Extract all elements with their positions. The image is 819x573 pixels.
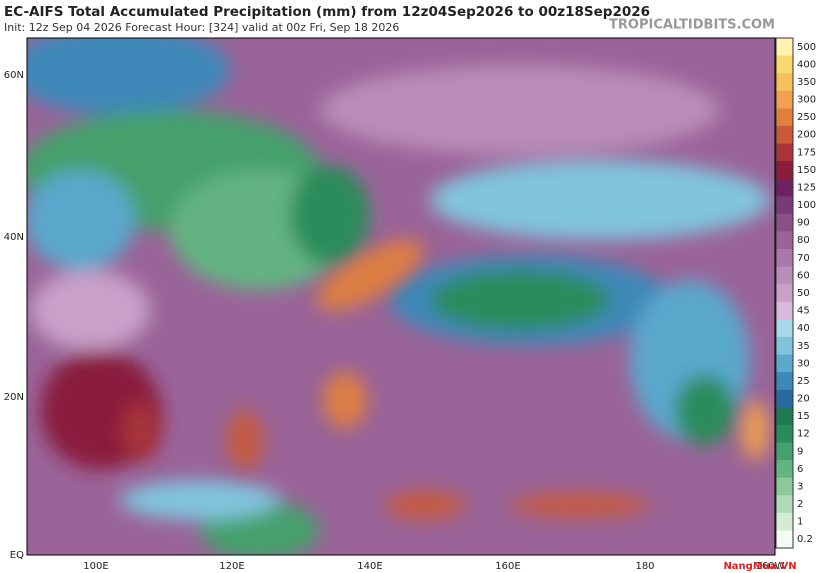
legend-label: 45 [797, 306, 810, 317]
legend-swatch [776, 442, 793, 461]
legend-swatch [776, 460, 793, 479]
legend-label: 60 [797, 270, 810, 281]
legend-swatch [776, 161, 793, 180]
legend-label: 2 [797, 499, 803, 510]
legend-swatch [776, 284, 793, 303]
legend-swatch [776, 372, 793, 391]
legend-label: 150 [797, 165, 816, 176]
legend-label: 350 [797, 77, 816, 88]
precip-field [27, 38, 775, 555]
lon-label: 120E [219, 561, 244, 572]
legend-swatch [776, 495, 793, 514]
lon-label: 160E [495, 561, 520, 572]
legend-label: 175 [797, 147, 816, 158]
lon-label: 180 [635, 561, 654, 572]
legend-swatch [776, 407, 793, 426]
legend-label: 25 [797, 376, 810, 387]
legend-swatch [776, 38, 793, 57]
legend-swatch [776, 249, 793, 268]
lon-label: 160W [756, 561, 785, 572]
legend-label: 30 [797, 358, 810, 369]
legend-swatch [776, 424, 793, 443]
legend-swatch [776, 108, 793, 127]
lat-label: EQ [10, 550, 24, 561]
lat-label: 40N [4, 232, 24, 243]
legend-label: 80 [797, 235, 810, 246]
legend-label: 3 [797, 481, 803, 492]
legend-label: 100 [797, 200, 816, 211]
subtitle: Init: 12z Sep 04 2026 Forecast Hour: [32… [4, 21, 399, 34]
legend-label: 9 [797, 446, 803, 457]
legend-label: 500 [797, 42, 816, 53]
legend-swatch [776, 55, 793, 74]
legend-label: 70 [797, 253, 810, 264]
legend-swatch [776, 336, 793, 356]
legend-frame [775, 37, 794, 549]
legend-swatch [776, 213, 793, 232]
watermark: NangMua.VN [723, 561, 796, 572]
legend-label: 15 [797, 411, 810, 422]
lon-label: 140E [357, 561, 382, 572]
legend-label: 50 [797, 288, 810, 299]
legend-swatch [776, 231, 793, 250]
legend-label: 1 [797, 517, 803, 528]
legend-swatch [776, 125, 793, 145]
legend-label: 250 [797, 112, 816, 123]
legend-swatch [776, 266, 793, 285]
legend-swatch [776, 143, 793, 162]
legend-swatch [776, 178, 793, 197]
lon-label: 100E [83, 561, 108, 572]
legend-swatch [776, 530, 793, 549]
legend-swatch [776, 73, 793, 92]
legend-label: 125 [797, 182, 816, 193]
lat-label: 20N [4, 392, 24, 403]
legend-swatch [776, 301, 793, 320]
legend-label: 35 [797, 341, 810, 352]
lat-label: 60N [4, 70, 24, 81]
title: EC-AIFS Total Accumulated Precipitation … [4, 4, 650, 20]
legend-swatch [776, 389, 793, 408]
legend-label: 90 [797, 218, 810, 229]
legend-label: 300 [797, 95, 816, 106]
legend-swatch [776, 319, 793, 338]
legend-swatch [776, 512, 793, 531]
legend-label: 400 [797, 59, 816, 70]
legend-swatch [776, 354, 793, 373]
legend-label: 200 [797, 130, 816, 141]
legend-label: 6 [797, 464, 803, 475]
legend-label: 40 [797, 323, 810, 334]
legend-label: 12 [797, 429, 810, 440]
legend-swatch [776, 477, 793, 496]
legend-label: 0.2 [797, 534, 813, 545]
legend-label: 20 [797, 394, 810, 405]
site-credit: TROPICALTIDBITS.COM [609, 18, 775, 33]
legend-swatch [776, 196, 793, 215]
legend-swatch [776, 90, 793, 109]
